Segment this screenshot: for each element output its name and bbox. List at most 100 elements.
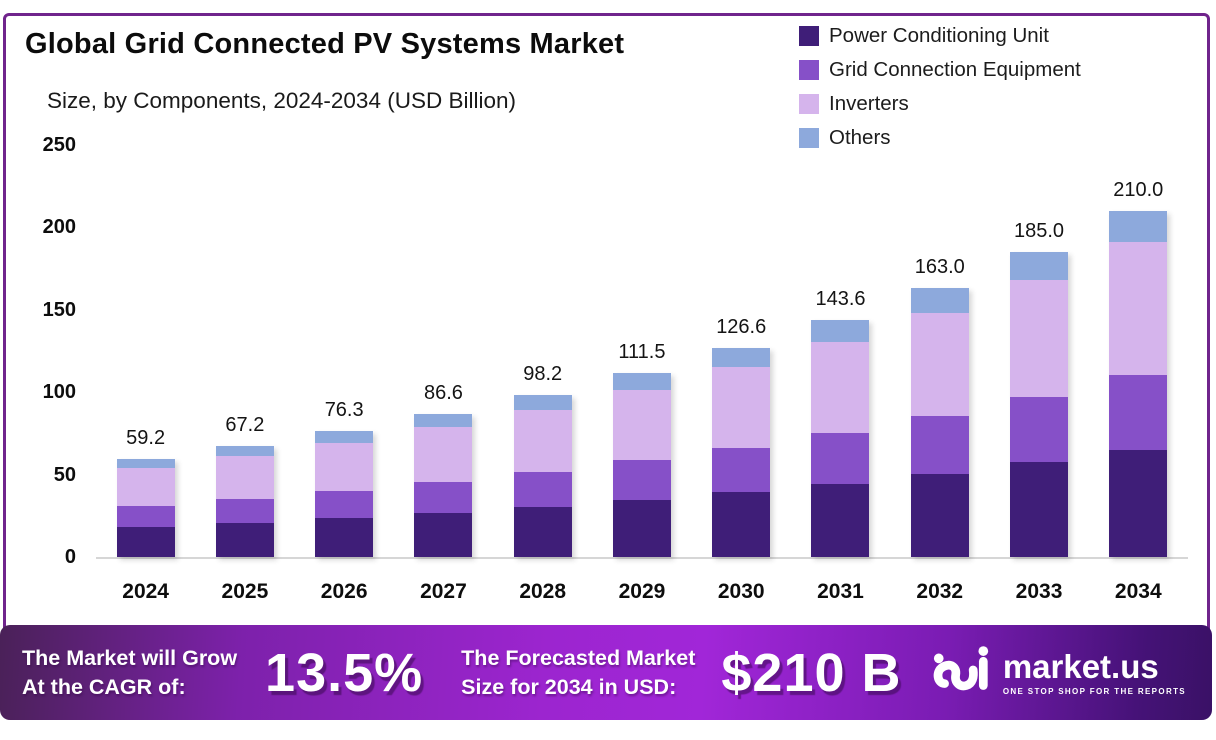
bar-segment-inverters [811,341,870,433]
x-tick-label-2026: 2026 [320,580,368,603]
y-tick-label: 150 [42,298,76,321]
x-tick-label-2029: 2029 [618,580,666,603]
bar-segment-grid-connection-equipment [910,416,969,474]
bar-segment-inverters [712,367,771,448]
bar-total-label: 59.2 [126,427,166,450]
forecast-label-line2: Size for 2034 in USD: [461,674,677,699]
legend-swatch [799,127,819,148]
x-tick-label-2030: 2030 [717,580,765,603]
legend-item-others: Others [799,125,1081,149]
x-tick-label-2034: 2034 [1114,580,1162,603]
marketus-logo-icon [931,645,993,700]
plot-bars: 59.2 67.2 76.3 86.6 98.2 111.5 126.6 143.6 163.0… [96,145,1188,557]
legend-swatch [799,25,819,46]
bar-segment-power-conditioning-unit [1109,449,1168,557]
legend-item-grid-connection-equipment: Grid Connection Equipment [799,57,1081,81]
bar-total-label: 185.0 [1013,220,1065,243]
bar-stack [116,459,175,557]
bar-stack [215,446,274,557]
bar-segment-power-conditioning-unit [811,483,870,557]
legend-label: Inverters [829,91,909,115]
bar-segment-others [513,395,572,410]
bar-segment-power-conditioning-unit [712,492,771,557]
bar-segment-grid-connection-equipment [811,432,870,484]
bar-segment-others [116,459,175,469]
bar-total-label: 76.3 [324,399,364,422]
bar-segment-inverters [1010,279,1069,397]
bar-segment-inverters [1109,241,1168,376]
y-tick-label: 50 [53,463,76,486]
bar-segment-inverters [116,468,175,506]
bar-group-2029: 111.5 [592,145,691,557]
bar-group-2027: 86.6 [394,145,493,557]
x-tick-label-2033: 2033 [1015,580,1063,603]
bar-group-2034: 210.0 [1089,145,1188,557]
bar-segment-others [315,431,374,443]
bar-total-label: 126.6 [716,316,767,339]
bar-stack [315,431,374,557]
bar-segment-inverters [414,427,473,483]
bar-segment-inverters [513,409,572,473]
bar-stack [1109,210,1168,557]
x-axis-labels: 2024 2025 2026 2027 2028 2029 2030 2031 2032 2033… [96,580,1188,604]
bar-segment-others [1109,210,1168,242]
forecast-value: $210 B [721,642,902,703]
bar-segment-power-conditioning-unit [910,473,969,557]
y-axis: 0 50 100 150 200 250 [0,134,76,568]
legend-item-power-conditioning-unit: Power Conditioning Unit [799,24,1081,47]
page-subtitle: Size, by Components, 2024-2034 (USD Bill… [47,88,516,113]
legend-label: Grid Connection Equipment [829,57,1081,81]
banner: The Market will Grow At the CAGR of: 13.… [0,625,1212,720]
bar-stack [1010,252,1069,557]
bar-segment-power-conditioning-unit [1010,462,1069,557]
bar-segment-grid-connection-equipment [315,490,374,518]
bar-segment-grid-connection-equipment [414,482,473,513]
x-tick-label-2027: 2027 [420,580,467,603]
legend-label: Others [829,125,891,149]
bar-group-2024: 59.2 [96,145,195,557]
bar-segment-others [712,348,771,368]
brand-text: market.us ONE STOP SHOP FOR THE REPORTS [1003,650,1186,696]
cagr-label-line2: At the CAGR of: [22,674,186,699]
bar-total-label: 67.2 [225,414,265,437]
bar-segment-power-conditioning-unit [612,499,671,557]
bar-segment-inverters [910,312,969,417]
bar-group-2033: 185.0 [989,145,1088,557]
y-tick-label: 250 [42,134,76,156]
bar-segment-others [811,320,870,342]
bar-segment-others [414,414,473,428]
cagr-label: The Market will Grow At the CAGR of: [22,644,237,701]
legend-swatch [799,59,819,80]
bar-segment-grid-connection-equipment [215,499,274,523]
plot-area: 59.2 67.2 76.3 86.6 98.2 111.5 126.6 143.6 163.0… [96,145,1188,559]
forecast-label: The Forecasted Market Size for 2034 in U… [461,644,695,701]
bar-segment-others [910,288,969,313]
bar-stack [910,288,969,557]
bar-segment-power-conditioning-unit [414,512,473,557]
bar-segment-power-conditioning-unit [315,517,374,557]
legend-swatch [799,93,819,114]
bar-segment-grid-connection-equipment [513,472,572,507]
bar-group-2030: 126.6 [692,145,791,557]
bar-segment-grid-connection-equipment [612,460,671,500]
x-tick-label-2025: 2025 [221,580,269,603]
bar-stack [712,348,771,557]
x-tick-label-2024: 2024 [122,580,169,603]
legend: Power Conditioning Unit Grid Connection E… [799,24,1081,149]
bar-segment-grid-connection-equipment [1109,375,1168,450]
bar-segment-power-conditioning-unit [513,506,572,557]
bar-group-2025: 67.2 [195,145,294,557]
brand-tagline: ONE STOP SHOP FOR THE REPORTS [1002,686,1186,696]
bar-segment-grid-connection-equipment [116,505,175,527]
y-tick-label: 0 [64,546,76,568]
brand: market.us ONE STOP SHOP FOR THE REPORTS [931,645,1186,700]
bar-stack [811,320,870,557]
bar-segment-inverters [612,389,671,461]
bar-total-label: 98.2 [523,363,563,386]
x-tick-label-2031: 2031 [817,580,864,603]
bar-segment-others [1010,252,1069,280]
legend-item-inverters: Inverters [799,91,1081,115]
bar-total-label: 111.5 [618,341,666,364]
x-tick-label-2032: 2032 [916,580,964,603]
bar-total-label: 143.6 [815,288,866,311]
